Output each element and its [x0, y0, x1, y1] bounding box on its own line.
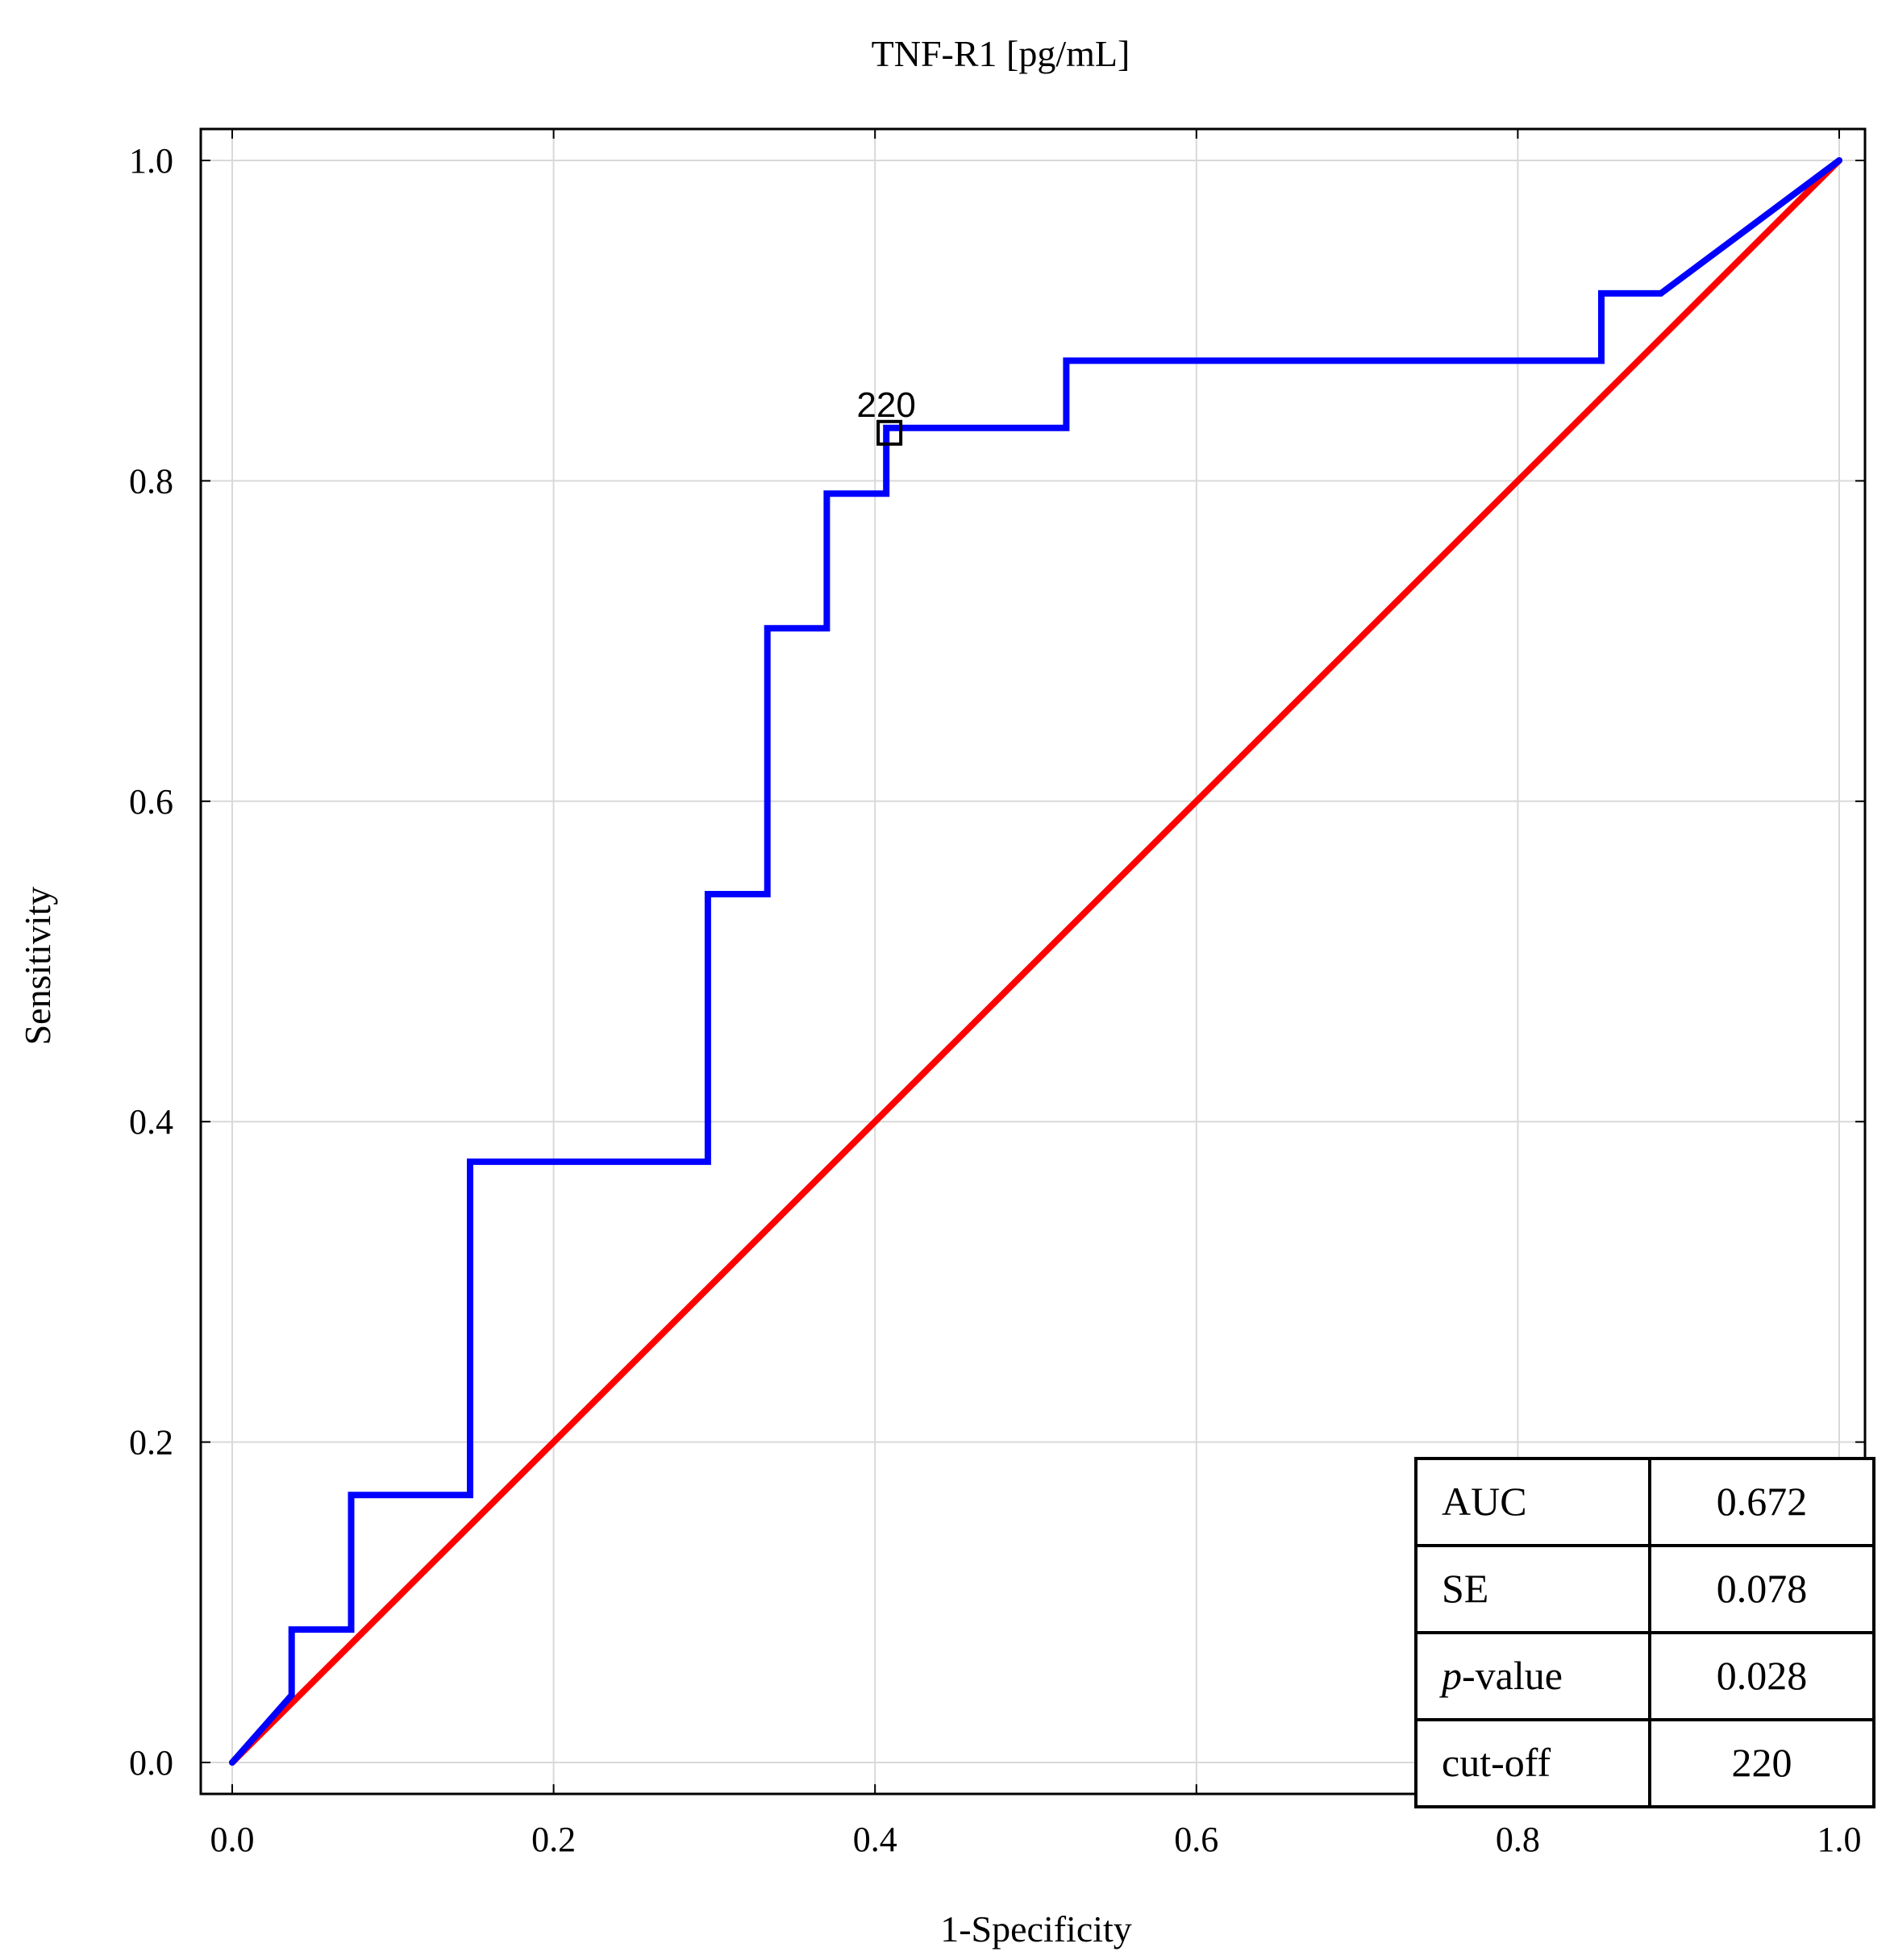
y-tick-label: 0.4: [129, 1102, 173, 1142]
stats-label-p-value: p-value: [1439, 1653, 1563, 1698]
stats-label-auc: AUC: [1442, 1479, 1527, 1524]
roc-curve-line: [229, 157, 1842, 1766]
axis-ticks: 0.0 0.2 0.4 0.6 0.8 1.0 0.0 0.2 0.4 0.6 0.8 1.0: [129, 129, 1865, 1859]
stats-value-p-value: 0.028: [1717, 1653, 1808, 1698]
x-tick-label: 0.4: [853, 1820, 897, 1859]
x-tick-label: 0.6: [1174, 1820, 1218, 1859]
y-tick-label: 1.0: [129, 141, 173, 181]
stats-value-auc: 0.672: [1717, 1479, 1808, 1524]
x-axis-label: 1-Specificity: [940, 1908, 1132, 1950]
grid-lines: [201, 129, 1865, 1794]
plot-frame: [199, 127, 1867, 1796]
stats-label-cut-off: cut-off: [1442, 1740, 1551, 1785]
stats-label-se: SE: [1442, 1566, 1488, 1611]
cutoff-marker: [876, 419, 903, 446]
cutoff-marker-label: 220: [856, 385, 915, 425]
x-tick-label: 0.2: [531, 1820, 576, 1859]
stats-table: AUC 0.672 SE 0.078 p-value 0.028 cut-off 220: [1414, 1457, 1875, 1808]
stats-value-se: 0.078: [1717, 1566, 1808, 1611]
series-layer: [229, 157, 1842, 1766]
y-axis-label: Sensitivity: [17, 887, 58, 1046]
cutoff-marker-group: 220: [856, 385, 916, 446]
stats-value-cut-off: 220: [1732, 1740, 1792, 1785]
reference-diagonal-line: [229, 157, 1842, 1766]
y-tick-label: 0.8: [129, 461, 173, 501]
y-tick-label: 0.6: [129, 782, 173, 822]
x-tick-label: 0.0: [210, 1820, 255, 1859]
x-tick-label: 1.0: [1817, 1820, 1862, 1859]
chart-title: TNF-R1 [pg/mL]: [872, 33, 1130, 74]
y-tick-label: 0.2: [129, 1423, 173, 1463]
x-tick-label: 0.8: [1496, 1820, 1540, 1859]
y-tick-label: 0.0: [129, 1743, 173, 1783]
